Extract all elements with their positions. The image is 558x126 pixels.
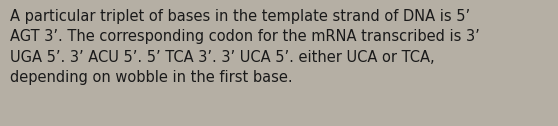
Text: A particular triplet of bases in the template strand of DNA is 5’
AGT 3’. The co: A particular triplet of bases in the tem… [10,9,480,85]
